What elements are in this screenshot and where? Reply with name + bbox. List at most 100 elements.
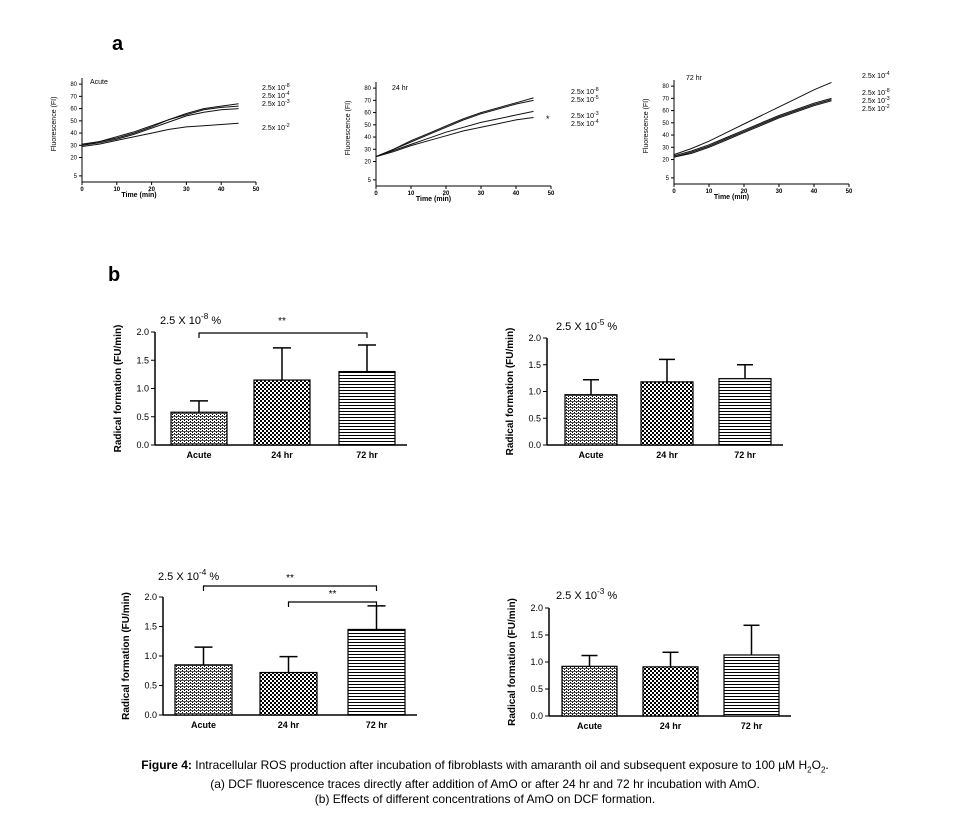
series-line-2	[375, 99, 534, 158]
series-label-3: 2.5x 10-3	[571, 111, 599, 120]
y-tick-label: 80	[364, 86, 371, 92]
x-tick-label: 0	[80, 187, 84, 193]
y-tick-label: 60	[70, 107, 77, 113]
y-tick-label: 70	[70, 94, 77, 100]
caption-end: .	[825, 758, 829, 772]
y-tick-label: 2.0	[144, 592, 157, 602]
y-tick-label: 5	[74, 174, 78, 180]
y-tick-label: 0.0	[136, 440, 149, 450]
y-tick-label: 5	[368, 178, 372, 184]
x-tick-label: 50	[548, 191, 555, 197]
significance-bracket	[198, 332, 368, 338]
panel-label-b: b	[108, 264, 120, 286]
series-line-4	[375, 117, 534, 158]
bar-chart-2: 0.0 0.5 1.0 1.5 2.0 Radical formation (FU/min…	[505, 318, 783, 460]
series-label-4: 2.5x 10-2	[262, 123, 290, 132]
y-tick-label: 40	[70, 131, 77, 137]
y-tick-label: 0.5	[144, 681, 157, 691]
x-tick-label: 0	[672, 189, 676, 195]
x-tick-label: 10	[706, 189, 713, 195]
y-tick-label: 30	[70, 143, 77, 149]
series-label-2: 2.5x 10-5	[571, 95, 599, 104]
chart-title: 2.5 X 10-5 %	[556, 318, 617, 333]
y-tick-label: 0.5	[136, 412, 149, 422]
y-tick-label: 0.0	[144, 710, 157, 720]
series-line-4	[673, 100, 832, 158]
y-tick-label: 20	[364, 160, 371, 166]
category-label: Acute	[186, 450, 211, 460]
series-line-1	[81, 103, 239, 145]
bar-chart-1: 0.0 0.5 1.0 1.5 2.0 Radical formation (FU/min…	[113, 312, 407, 460]
bar-1	[174, 664, 233, 716]
y-tick-label: 2.0	[136, 327, 149, 337]
x-tick-label: 20	[443, 191, 450, 197]
series-line-1	[673, 81, 832, 156]
x-axis-label: Time (min)	[121, 192, 156, 199]
significance-marker: *	[546, 114, 550, 124]
series-label-3: 2.5x 10-3	[862, 96, 890, 105]
series-label-4: 2.5x 10-2	[862, 104, 890, 113]
series-label-2: 2.5x 10-8	[862, 88, 890, 97]
category-label: 72 hr	[734, 450, 756, 460]
y-tick-label: 2.0	[530, 603, 543, 613]
caption-line-3: (b) Effects of different concentrations …	[314, 792, 656, 807]
y-axis-label: Radical formation (FU/min)	[507, 598, 518, 726]
significance-label: **	[286, 573, 294, 584]
bar-2	[253, 379, 311, 446]
y-tick-label: 80	[662, 84, 669, 90]
bar-chart-4: 0.0 0.5 1.0 1.5 2.0 Radical formation (FU/min…	[507, 587, 791, 731]
bar-3	[338, 370, 396, 446]
significance-bracket	[287, 601, 378, 607]
y-tick-label: 30	[662, 145, 669, 151]
x-tick-label: 40	[811, 189, 818, 195]
x-tick-label: 10	[408, 191, 415, 197]
category-label: Acute	[578, 450, 603, 460]
y-tick-label: 1.0	[530, 657, 543, 667]
y-tick-label: 1.0	[528, 387, 541, 397]
category-label: 24 hr	[278, 720, 300, 730]
y-tick-label: 40	[662, 133, 669, 139]
y-tick-label: 0.0	[530, 711, 543, 721]
caption-text: Intracellular ROS production after incub…	[195, 758, 808, 772]
category-label: Acute	[191, 720, 216, 730]
significance-label: **	[278, 316, 286, 327]
line-chart-2: 0 10 20 30 40 50 5 20 30 40 50 60 70 80 Time (min) Fluo…	[345, 82, 599, 203]
series-label-3: 2.5x 10-3	[262, 99, 290, 108]
caption-sub-2: 2	[820, 765, 826, 775]
category-label: 24 hr	[660, 721, 682, 731]
chart-title: 72 hr	[686, 75, 703, 82]
chart-title: Acute	[90, 79, 108, 86]
y-axis-label: Fluorescence (FI)	[345, 101, 352, 156]
y-tick-label: 5	[666, 176, 670, 182]
y-axis-label: Radical formation (FU/min)	[121, 592, 132, 720]
y-tick-label: 1.5	[144, 622, 157, 632]
series-label-1: 2.5x 10-8	[571, 87, 599, 96]
bar-1	[564, 394, 618, 446]
significance-label: **	[329, 589, 337, 600]
category-label: 72 hr	[741, 721, 763, 731]
y-tick-label: 50	[70, 119, 77, 125]
y-tick-label: 1.5	[528, 360, 541, 370]
x-tick-label: 20	[741, 189, 748, 195]
bar-1	[170, 411, 228, 446]
significance-bracket	[202, 585, 378, 591]
bar-1	[561, 665, 618, 717]
x-tick-label: 30	[183, 187, 190, 193]
x-tick-label: 50	[846, 189, 853, 195]
x-tick-label: 40	[218, 187, 225, 193]
x-tick-label: 10	[113, 187, 120, 193]
y-tick-label: 2.0	[528, 333, 541, 343]
line-chart-3: 0 10 20 30 40 50 5 20 30 40 50 60 70 80 Time (min) Fluo…	[643, 71, 890, 201]
y-tick-label: 60	[364, 111, 371, 117]
bar-2	[259, 671, 318, 716]
y-tick-label: 50	[364, 123, 371, 129]
bar-chart-3: 0.0 0.5 1.0 1.5 2.0 Radical formation (FU/min…	[121, 568, 417, 730]
chart-title: 2.5 X 10-8 %	[160, 312, 221, 327]
bar-3	[723, 654, 780, 717]
caption-line-2: (a) DCF fluorescence traces directly aft…	[210, 777, 760, 792]
x-tick-label: 0	[374, 191, 378, 197]
bar-3	[718, 378, 772, 446]
x-axis-label: Time (min)	[714, 194, 749, 201]
y-axis-label: Fluorescence (FI)	[51, 97, 58, 152]
